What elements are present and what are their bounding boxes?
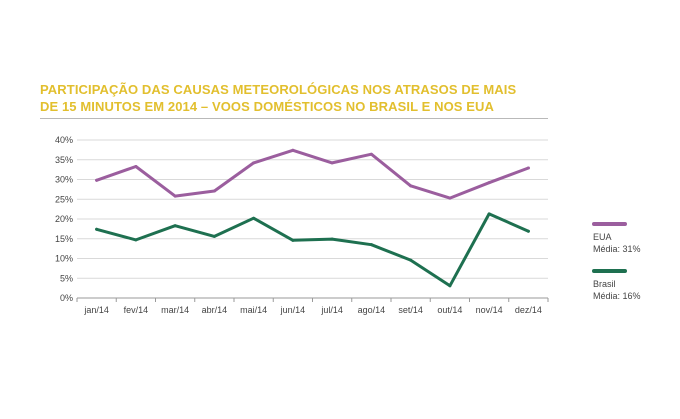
data-point-brasil [173, 224, 177, 228]
x-tick-label: set/14 [398, 305, 423, 315]
x-tick-label: mar/14 [161, 305, 189, 315]
data-point-eua [409, 184, 413, 188]
data-point-brasil [134, 238, 138, 242]
data-point-eua [291, 148, 295, 152]
data-point-eua [252, 161, 256, 165]
y-tick-label: 35% [55, 155, 73, 165]
title-divider [40, 118, 548, 119]
legend-label-brasil: Brasil [593, 279, 616, 289]
data-point-brasil [409, 258, 413, 262]
legend-average-brasil: Média: 16% [593, 291, 641, 301]
data-point-eua [173, 194, 177, 198]
y-tick-label: 20% [55, 214, 73, 224]
data-point-eua [95, 178, 99, 182]
legend-average-eua: Média: 31% [593, 244, 641, 254]
data-point-brasil [291, 238, 295, 242]
data-point-eua [526, 166, 530, 170]
x-tick-label: abr/14 [202, 305, 228, 315]
x-tick-label: jul/14 [320, 305, 343, 315]
x-tick-label: jun/14 [280, 305, 306, 315]
x-tick-label: fev/14 [124, 305, 149, 315]
chart-title-line-2: DE 15 MINUTOS EM 2014 – VOOS DOMÉSTICOS … [40, 99, 495, 114]
data-point-brasil [330, 237, 334, 241]
x-tick-label: ago/14 [358, 305, 386, 315]
x-tick-label: nov/14 [476, 305, 503, 315]
legend: EUA Média: 31% Brasil Média: 16% [592, 222, 641, 301]
series-line-eua [95, 148, 530, 200]
data-point-eua [212, 189, 216, 193]
x-tick-label: dez/14 [515, 305, 542, 315]
x-tick-label: mai/14 [240, 305, 267, 315]
data-point-brasil [252, 216, 256, 220]
y-axis-ticks: 0% 5% 10% 15% 20% 25% 30% 35% 40% [55, 135, 73, 303]
legend-label-eua: EUA [593, 232, 612, 242]
gridlines [77, 139, 548, 299]
y-tick-label: 15% [55, 234, 73, 244]
y-tick-label: 5% [60, 273, 73, 283]
series-lines [95, 148, 530, 288]
y-tick-label: 10% [55, 254, 73, 264]
y-tick-label: 40% [55, 135, 73, 145]
data-point-brasil [526, 229, 530, 233]
x-axis-ticks: jan/14 fev/14 mar/14 abr/14 mai/14 jun/14 jul/… [76, 298, 549, 315]
data-point-eua [487, 181, 491, 185]
series-line-brasil [95, 212, 530, 288]
x-tick-label: out/14 [437, 305, 462, 315]
y-tick-label: 30% [55, 175, 73, 185]
y-tick-label: 25% [55, 194, 73, 204]
data-point-eua [330, 161, 334, 165]
chart-title: PARTICIPAÇÃO DAS CAUSAS METEOROLÓGICAS N… [40, 81, 560, 115]
data-point-brasil [487, 212, 491, 216]
data-point-eua [134, 164, 138, 168]
data-point-brasil [448, 284, 452, 288]
x-tick-label: jan/14 [83, 305, 109, 315]
data-point-brasil [95, 227, 99, 231]
data-point-eua [448, 196, 452, 200]
data-point-eua [369, 152, 373, 156]
y-tick-label: 0% [60, 293, 73, 303]
data-point-brasil [369, 243, 373, 247]
chart-title-line-1: PARTICIPAÇÃO DAS CAUSAS METEOROLÓGICAS N… [40, 82, 517, 97]
data-point-brasil [212, 234, 216, 238]
